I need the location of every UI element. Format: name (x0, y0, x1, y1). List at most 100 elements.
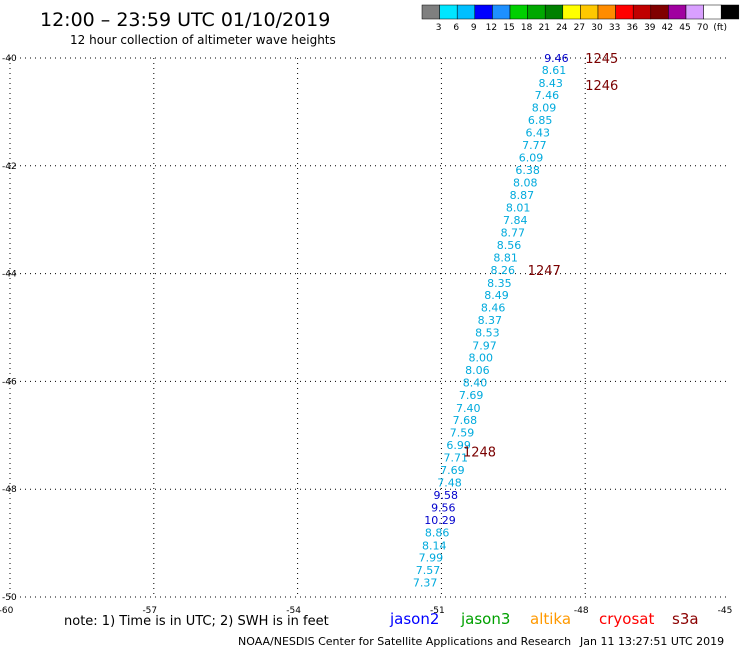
satellite-legend: jason2 jason3 altika cryosat s3a (389, 610, 699, 628)
wave-height-value: 7.77 (522, 139, 547, 152)
time-label: 1245 (585, 52, 618, 67)
wave-height-value: 6.09 (519, 152, 544, 165)
wave-height-value: 8.35 (487, 277, 512, 290)
wave-height-value: 6.99 (446, 439, 471, 452)
legend-swatch (527, 4, 546, 20)
x-tick-label: -48 (574, 606, 589, 616)
legend-swatch (632, 4, 652, 20)
wave-height-value: 8.87 (510, 189, 535, 202)
wave-height-value: 8.08 (513, 177, 538, 190)
wave-height-value: 7.68 (453, 414, 478, 427)
x-tick-label: -54 (286, 606, 301, 616)
legend-swatch (492, 4, 511, 20)
wave-height-value: 8.46 (481, 302, 506, 315)
legend-label: 24 (556, 23, 568, 33)
legend-label: 36 (626, 23, 638, 33)
legend-label: 42 (662, 23, 673, 33)
wave-height-value: 8.40 (463, 376, 488, 389)
legend-swatch (597, 4, 616, 20)
legend-swatch (615, 4, 634, 20)
legend-swatch (650, 4, 669, 20)
wave-height-value: 8.37 (478, 314, 503, 327)
wave-height-observations: 9.468.618.437.468.096.856.437.776.096.38… (413, 52, 569, 589)
wave-height-value: 9.46 (544, 52, 569, 65)
satellite-altika: altika (530, 610, 571, 628)
satellite-s3a: s3a (672, 610, 699, 628)
wave-height-value: 7.40 (456, 402, 481, 415)
satellite-jason2: jason2 (389, 610, 439, 628)
y-tick-label: -40 (2, 54, 17, 64)
wave-height-value: 9.56 (431, 502, 456, 515)
legend-label: 6 (453, 23, 459, 33)
legend-label: 30 (591, 23, 603, 33)
wave-height-value: 8.61 (542, 64, 567, 77)
legend-swatch (544, 4, 564, 20)
legend-label: 33 (609, 23, 620, 33)
footer-org: NOAA/NESDIS Center for Satellite Applica… (238, 635, 571, 648)
wave-height-value: 8.49 (484, 289, 509, 302)
legend-swatch (720, 4, 740, 20)
note-text: note: 1) Time is in UTC; 2) SWH is in fe… (64, 614, 329, 629)
wave-height-value: 8.86 (425, 526, 450, 539)
time-label: 1247 (528, 264, 561, 279)
wave-height-value: 8.43 (538, 77, 563, 90)
legend-swatch (439, 4, 458, 20)
legend-swatch (580, 4, 599, 20)
x-tick-label: -45 (718, 606, 733, 616)
wave-height-value: 8.06 (465, 364, 490, 377)
wave-height-value: 8.01 (506, 201, 531, 214)
wave-height-value: 8.26 (491, 264, 516, 277)
y-tick-label: -44 (2, 270, 17, 280)
wave-height-value: 7.46 (535, 89, 560, 102)
legend-swatch (421, 4, 440, 20)
legend-swatch (562, 4, 581, 20)
wave-height-value: 7.84 (503, 214, 528, 227)
legend-label: 27 (574, 23, 585, 33)
axis-ticks: -60 -57 -54 -51 -48 -45 -40 -42 -44 -46 -48 -50 (0, 54, 732, 616)
legend-label: 9 (471, 23, 477, 33)
wave-height-value: 8.09 (532, 102, 557, 115)
wave-height-value: 6.85 (528, 114, 553, 127)
wave-height-value: 6.43 (525, 126, 550, 139)
y-tick-label: -48 (2, 485, 17, 495)
satellite-jason3: jason3 (460, 610, 510, 628)
legend-label: 12 (486, 23, 497, 33)
x-tick-label: -60 (0, 606, 14, 616)
wave-height-value: 8.81 (493, 251, 518, 264)
legend-label: 39 (644, 23, 656, 33)
wave-height-value: 8.00 (468, 352, 493, 365)
color-scale-legend: 3 6 9 12 15 18 21 24 27 30 33 36 39 42 45 70 (ft) (421, 4, 740, 33)
legend-label: 21 (538, 23, 549, 33)
wave-height-value: 8.77 (501, 227, 526, 240)
y-tick-label: -42 (2, 162, 17, 172)
wave-height-value: 8.14 (422, 539, 447, 552)
footer-timestamp: Jan 11 13:27:51 UTC 2019 (579, 635, 724, 648)
y-tick-label: -46 (2, 377, 17, 387)
x-tick-label: -51 (430, 606, 445, 616)
legend-label: 18 (521, 23, 533, 33)
time-labels: 1245 1246 1247 1248 (463, 52, 618, 460)
wave-height-value: 9.58 (433, 489, 458, 502)
legend-swatch (685, 4, 704, 20)
legend-swatch (703, 4, 722, 20)
wave-height-value: 7.71 (444, 451, 469, 464)
page-title: 12:00 – 23:59 UTC 01/10/2019 (40, 9, 330, 31)
legend-swatch (509, 4, 528, 20)
wave-height-value: 10.29 (424, 514, 456, 527)
wave-height-value: 7.69 (459, 389, 484, 402)
time-label: 1248 (463, 445, 496, 460)
satellite-cryosat: cryosat (599, 610, 654, 628)
legend-swatch (474, 4, 493, 20)
map-grid (9, 57, 729, 598)
y-tick-label: -50 (2, 593, 17, 603)
legend-label: 15 (503, 23, 514, 33)
wave-height-value: 7.69 (440, 464, 465, 477)
wave-height-value: 8.53 (475, 326, 500, 339)
wave-height-value: 7.97 (472, 339, 497, 352)
wave-height-value: 7.48 (437, 477, 462, 490)
legend-label: 3 (436, 23, 442, 33)
legend-label: 45 (679, 23, 690, 33)
wave-height-value: 7.37 (413, 576, 438, 589)
legend-swatch (456, 4, 476, 20)
